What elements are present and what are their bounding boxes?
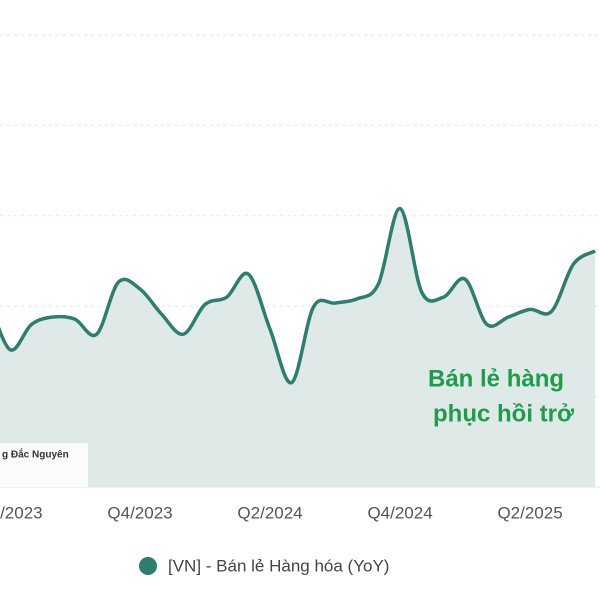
x-tick-label: Q4/2023 (107, 503, 172, 522)
annotation: Bán lẻ hàng (428, 365, 564, 392)
annotation: phục hồi trở (433, 400, 575, 427)
watermark: g Đắc Nguyên (2, 448, 69, 461)
legend-label: [VN] - Bán lẻ Hàng hóa (YoY) (168, 556, 389, 575)
x-tick-label: Q2/2023 (0, 503, 43, 522)
x-tick-label: Q2/2025 (497, 503, 562, 522)
line (0, 206, 596, 385)
x-tick-label: Q2/2024 (237, 503, 302, 522)
area-fill (0, 208, 596, 487)
watermark-box (0, 443, 88, 487)
x-tick-label: Q4/2024 (367, 503, 432, 522)
legend-marker (139, 557, 157, 575)
